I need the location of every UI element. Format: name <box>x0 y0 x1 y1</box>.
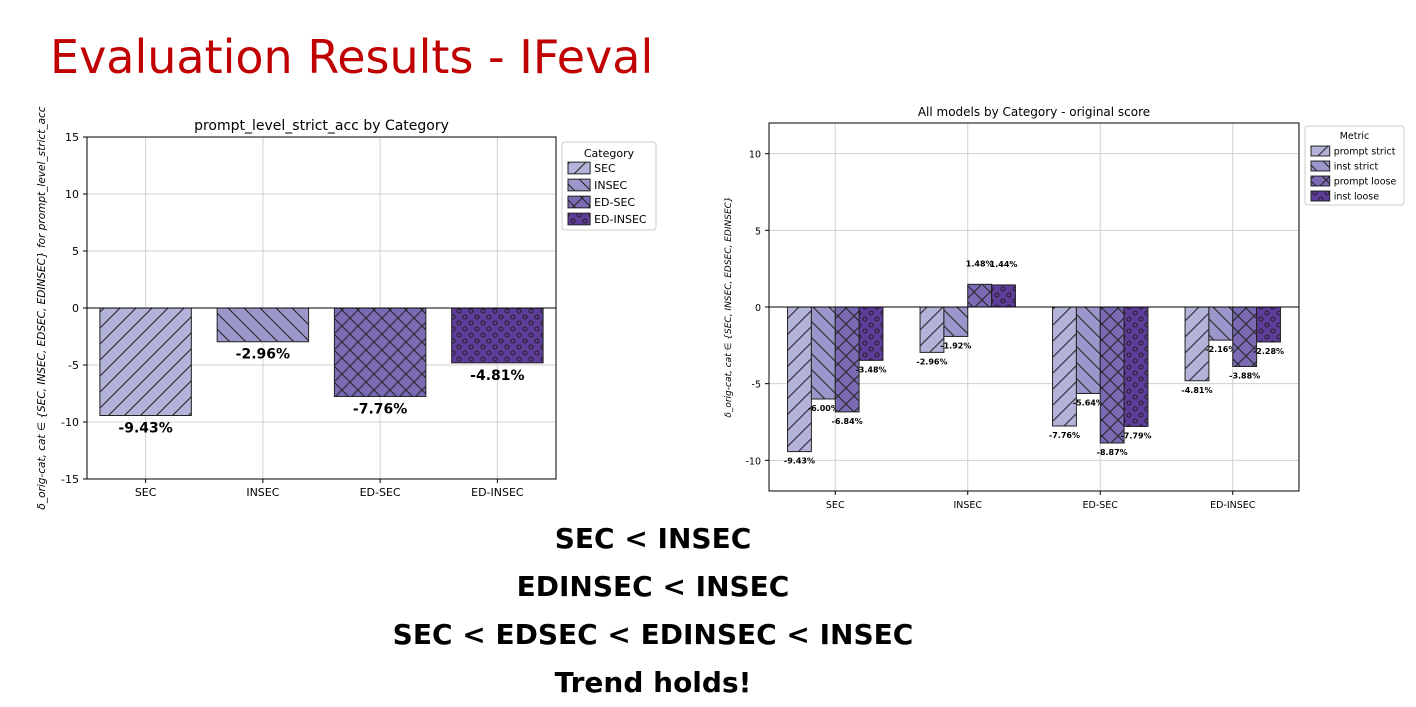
data-label: -8.87% <box>1097 448 1128 457</box>
bar <box>943 306 969 337</box>
bar <box>834 306 860 413</box>
x-tick-label: ED-INSEC <box>471 486 524 499</box>
legend-entry: ED-SEC <box>594 196 635 209</box>
chart-title: All models by Category - original score <box>918 105 1150 119</box>
legend: Category SEC INSEC ED-SEC ED-INSEC <box>561 141 657 231</box>
y-tick-label: -10 <box>745 456 761 467</box>
bar <box>1075 306 1101 394</box>
data-label: 1.48% <box>966 259 994 268</box>
x-tick-label: ED-SEC <box>360 486 401 499</box>
x-tick-label: ED-INSEC <box>1210 500 1256 511</box>
legend-title: Metric <box>1340 131 1370 142</box>
x-tick-label: INSEC <box>953 500 982 511</box>
conclusion-line-3: SEC < EDSEC < EDINSEC < INSEC <box>392 618 914 651</box>
bar <box>1099 306 1125 444</box>
data-label: -6.00% <box>808 404 839 413</box>
legend-swatch <box>1310 160 1331 172</box>
chart-title: prompt_level_strict_acc by Category <box>194 118 449 134</box>
y-tick-label: -5 <box>68 359 79 372</box>
conclusion-line-1: SEC < INSEC <box>554 522 752 555</box>
y-tick-label: 5 <box>72 245 79 258</box>
data-label: -6.84% <box>832 417 863 426</box>
data-label: -4.81% <box>470 368 524 384</box>
legend-entry: INSEC <box>594 179 627 192</box>
data-label: -7.76% <box>353 401 407 417</box>
y-axis-label: δ_orig-cat, cat ∈ {SEC, INSEC, EDSEC, ED… <box>724 196 734 417</box>
legend-entry: inst loose <box>1334 191 1380 202</box>
y-axis-label: δ_orig-cat, cat ∈ {SEC, INSEC, EDSEC, ED… <box>36 106 48 509</box>
legend-swatch <box>1310 190 1331 202</box>
y-tick-label: -15 <box>61 473 79 486</box>
legend-entry: prompt strict <box>1334 146 1396 157</box>
data-label: -1.92% <box>940 341 971 350</box>
bar <box>216 307 310 343</box>
legend-swatch <box>567 161 591 175</box>
left-bar-chart: -9.43% -2.96% -7.76% -4.81% -15 -10 -5 0 5 10 15 SE… <box>36 106 657 510</box>
data-label: -2.96% <box>236 347 290 363</box>
data-label: -9.43% <box>784 457 815 466</box>
legend-swatch <box>567 195 591 209</box>
bar <box>1052 306 1077 427</box>
y-tick-label: 15 <box>65 131 79 144</box>
y-tick-label: 0 <box>755 303 761 314</box>
conclusion-line-4: Trend holds! <box>554 666 752 699</box>
data-label: -5.64% <box>1073 398 1104 407</box>
legend-entry: SEC <box>594 162 616 175</box>
legend-entry: inst strict <box>1334 161 1379 172</box>
data-label: -3.48% <box>855 365 886 374</box>
data-label: -4.81% <box>1181 386 1212 395</box>
bar <box>991 284 1016 308</box>
y-tick-label: 10 <box>749 150 761 161</box>
data-label: -2.96% <box>916 357 947 366</box>
data-label: -2.28% <box>1253 347 1284 356</box>
legend: Metric prompt strict inst strict prompt loo… <box>1304 125 1405 206</box>
data-label: -7.79% <box>1120 431 1151 440</box>
bar <box>810 306 836 400</box>
bar <box>858 306 884 361</box>
bar <box>1123 306 1149 427</box>
legend-entry: prompt loose <box>1334 176 1397 187</box>
legend-swatch <box>567 212 591 226</box>
right-grouped-bar-chart: -9.43% -2.96% -7.76% -4.81% -6.00% -1.92% -5.6… <box>724 105 1405 511</box>
y-tick-label: 0 <box>72 302 79 315</box>
bar <box>787 306 812 453</box>
x-tick-label: ED-SEC <box>1083 500 1119 511</box>
legend-swatch <box>1310 175 1331 187</box>
legend-swatch <box>567 178 591 192</box>
conclusions: SEC < INSEC EDINSEC < INSEC SEC < EDSEC … <box>0 515 1306 707</box>
bar <box>1256 306 1281 343</box>
bar <box>451 307 544 364</box>
y-tick-label: -10 <box>61 416 79 429</box>
x-tick-label: SEC <box>135 486 157 499</box>
conclusion-line-2: EDINSEC < INSEC <box>516 570 790 603</box>
data-label: -9.43% <box>118 421 172 437</box>
legend-title: Category <box>584 147 635 160</box>
y-tick-label: 5 <box>755 226 761 237</box>
bar <box>333 307 427 397</box>
legend-entry: ED-INSEC <box>594 213 647 226</box>
data-label: -3.88% <box>1229 371 1260 380</box>
slide-title: Evaluation Results - IFeval <box>50 30 654 84</box>
y-tick-label: -5 <box>752 380 761 391</box>
bar <box>967 283 993 308</box>
x-tick-label: INSEC <box>246 486 279 499</box>
data-label: -7.76% <box>1049 431 1080 440</box>
data-label: -2.16% <box>1205 345 1236 354</box>
y-tick-label: 10 <box>65 188 79 201</box>
bar <box>1208 306 1234 341</box>
data-label: 1.44% <box>990 260 1018 269</box>
bar <box>1232 306 1258 367</box>
x-tick-label: SEC <box>826 500 845 511</box>
bar <box>1184 306 1210 382</box>
bar <box>99 307 192 417</box>
legend-swatch <box>1310 145 1331 157</box>
